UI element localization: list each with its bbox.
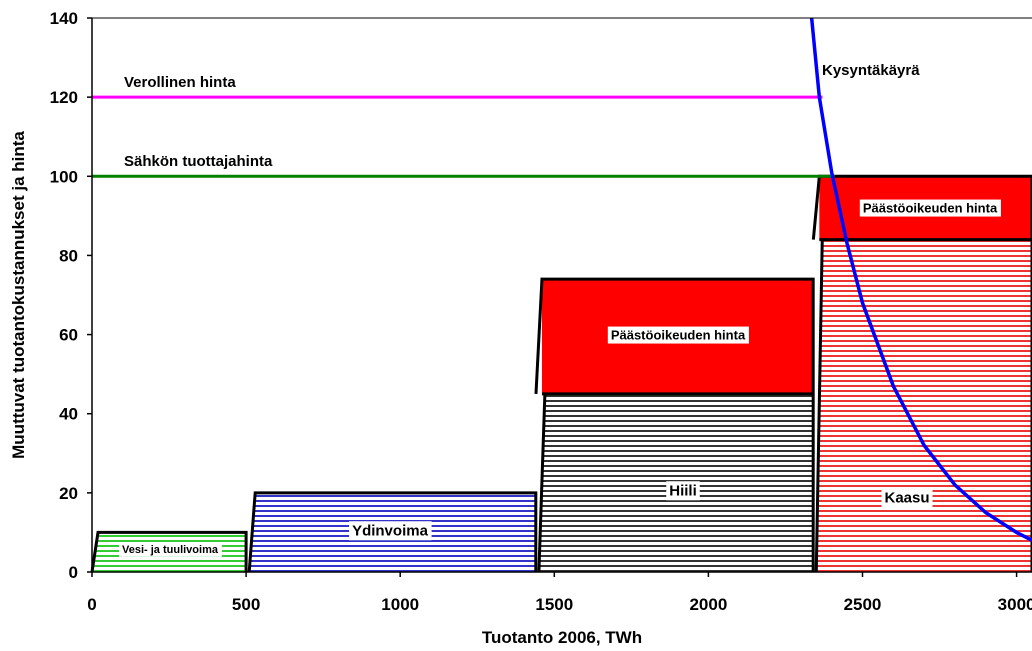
- svg-text:Vesi- ja tuulivoima: Vesi- ja tuulivoima: [122, 544, 219, 556]
- svg-text:Kaasu: Kaasu: [884, 489, 929, 506]
- x-axis-title: Tuotanto 2006, TWh: [482, 628, 642, 647]
- y-tick-label: 100: [50, 167, 78, 186]
- svg-text:Päästöoikeuden hinta: Päästöoikeuden hinta: [863, 201, 998, 216]
- x-tick-label: 0: [87, 595, 96, 614]
- y-tick-label: 120: [50, 88, 78, 107]
- x-tick-label: 2000: [689, 595, 727, 614]
- y-tick-label: 60: [59, 326, 78, 345]
- segment-label-0: Vesi- ja tuulivoima: [119, 542, 222, 557]
- supply-step-outline: [90, 174, 1032, 573]
- x-tick-label: 1500: [535, 595, 573, 614]
- svg-text:Hiili: Hiili: [669, 482, 697, 499]
- segment-label-2: Hiili: [666, 481, 700, 501]
- emission-label-1: Päästöoikeuden hinta: [859, 199, 1001, 217]
- price-lines: [92, 95, 835, 178]
- x-tick-label: 500: [232, 595, 260, 614]
- svg-text:Päästöoikeuden hinta: Päästöoikeuden hinta: [611, 328, 746, 343]
- chart-labels: Tuotanto 2006, TWh Muuttuvat tuotantokust…: [9, 62, 1001, 647]
- demand-curve-group: [809, 17, 1032, 542]
- price-line-label-0: Verollinen hinta: [124, 74, 236, 91]
- y-tick-label: 20: [59, 484, 78, 503]
- x-tick-label: 1000: [381, 595, 419, 614]
- segment-label-1: Ydinvoima: [349, 521, 432, 541]
- y-axis-title: Muuttuvat tuotantokustannukset ja hinta: [9, 131, 28, 459]
- demand-curve: [809, 17, 1032, 542]
- price-line-label-1: Sähkön tuottajahinta: [124, 153, 273, 170]
- supply-steps: [90, 174, 1032, 573]
- svg-text:Ydinvoima: Ydinvoima: [352, 522, 429, 539]
- x-tick-label: 2500: [844, 595, 882, 614]
- emission-label-0: Päästöoikeuden hinta: [607, 326, 749, 344]
- segment-label-3: Kaasu: [881, 488, 933, 508]
- y-tick-label: 40: [59, 405, 78, 424]
- y-tick-label: 140: [50, 9, 78, 28]
- y-tick-label: 0: [69, 563, 78, 582]
- axes: 0 20 40 60 80 100 120 140 0 500 1000 1500 2000 2500 30…: [50, 9, 1032, 614]
- demand-curve-label: Kysyntäkäyrä: [822, 62, 920, 79]
- y-tick-label: 80: [59, 246, 78, 265]
- x-tick-label: 3000: [998, 595, 1032, 614]
